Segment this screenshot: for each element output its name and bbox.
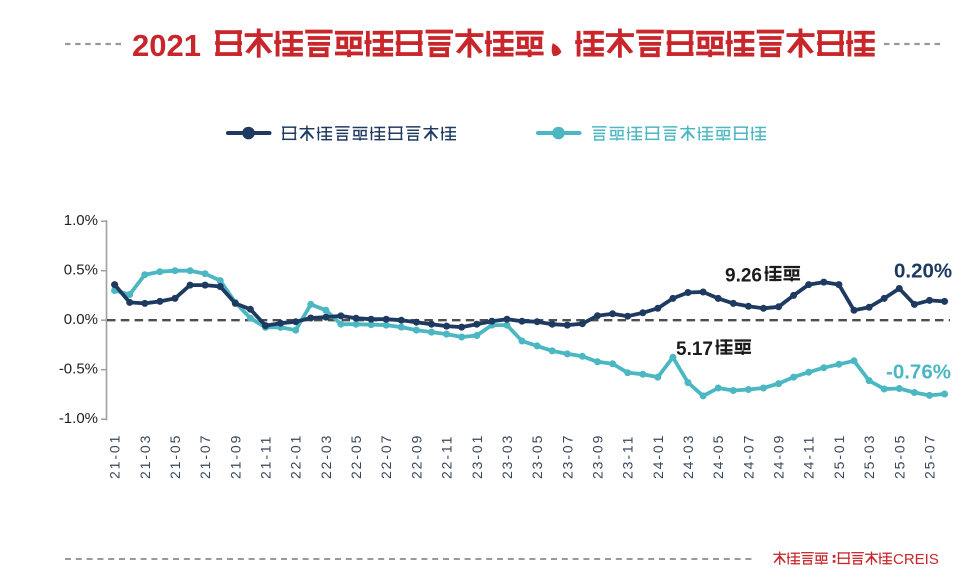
svg-text:23-11: 23-11 (620, 435, 636, 479)
svg-text:24-07: 24-07 (740, 434, 756, 479)
svg-text:25-01: 25-01 (831, 434, 847, 479)
svg-text:24-05: 24-05 (710, 434, 726, 479)
svg-text:22-03: 22-03 (318, 434, 334, 479)
svg-text:25-05: 25-05 (891, 434, 907, 479)
svg-text:21-07: 21-07 (197, 434, 213, 479)
svg-text:21-01: 21-01 (107, 434, 123, 479)
svg-text:23-03: 23-03 (499, 434, 515, 479)
svg-text:-0.76%: -0.76% (886, 361, 951, 384)
svg-text:22-09: 22-09 (408, 434, 424, 479)
svg-text:22-05: 22-05 (348, 434, 364, 479)
svg-text:5.17: 5.17 (676, 339, 713, 360)
svg-text:1.0%: 1.0% (64, 212, 98, 229)
svg-text:21-09: 21-09 (227, 434, 243, 479)
svg-text:23-01: 23-01 (469, 434, 485, 479)
svg-text:22-11: 22-11 (439, 435, 455, 479)
svg-text:9.26: 9.26 (725, 266, 762, 287)
svg-text:2021: 2021 (132, 28, 201, 63)
svg-text:21-03: 21-03 (137, 434, 153, 479)
svg-text:0.5%: 0.5% (64, 262, 98, 279)
svg-text:23-05: 23-05 (529, 434, 545, 479)
svg-text:22-01: 22-01 (288, 434, 304, 479)
svg-text:-1.0%: -1.0% (59, 410, 98, 427)
svg-text:23-07: 23-07 (559, 434, 575, 479)
svg-text:22-07: 22-07 (378, 434, 394, 479)
svg-text:25-03: 25-03 (861, 434, 877, 479)
svg-text:21-11: 21-11 (258, 435, 274, 479)
svg-text:23-09: 23-09 (590, 434, 606, 479)
svg-text:24-01: 24-01 (650, 434, 666, 479)
svg-text:0.20%: 0.20% (894, 260, 952, 283)
svg-text:21-05: 21-05 (167, 434, 183, 479)
svg-text:24-03: 24-03 (680, 434, 696, 479)
svg-text:-0.5%: -0.5% (59, 361, 98, 378)
svg-text:24-11: 24-11 (801, 435, 817, 479)
svg-text:0.0%: 0.0% (64, 311, 98, 328)
svg-text:24-09: 24-09 (771, 434, 787, 479)
svg-text:CREIS: CREIS (893, 551, 939, 568)
svg-text:25-07: 25-07 (922, 434, 938, 479)
